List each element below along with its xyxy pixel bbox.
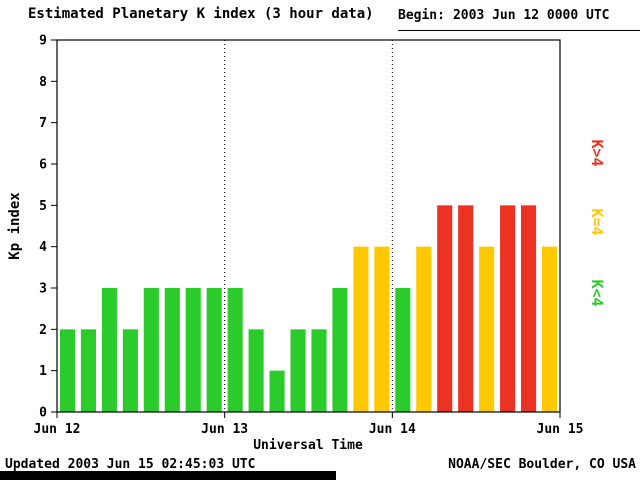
svg-text:Jun 15: Jun 15 [537,422,584,437]
legend-k-below-4: K<4 [588,279,606,307]
svg-text:Jun 14: Jun 14 [369,422,416,437]
svg-text:5: 5 [39,199,47,214]
svg-text:7: 7 [39,116,47,131]
bottom-black-bar [0,471,336,480]
svg-text:3: 3 [39,282,47,297]
svg-text:Jun 13: Jun 13 [201,422,248,437]
svg-text:9: 9 [39,34,47,49]
attribution-text: NOAA/SEC Boulder, CO USA [448,457,636,472]
svg-text:1: 1 [39,364,47,379]
x-axis-label: Universal Time [253,438,363,453]
svg-text:Jun 12: Jun 12 [34,422,81,437]
begin-timestamp: Begin: 2003 Jun 12 0000 UTC [398,8,640,31]
svg-text:4: 4 [39,240,47,255]
begin-value: 2003 Jun 12 0000 UTC [452,8,610,23]
svg-text:6: 6 [39,158,47,173]
y-axis-label: Kp index [7,192,23,260]
chart-title: Estimated Planetary K index (3 hour data… [28,6,374,22]
svg-text:0: 0 [39,406,47,421]
svg-text:8: 8 [39,75,47,90]
legend-k-equal-4: K=4 [588,208,606,236]
legend-k-above-4: K>4 [588,139,606,167]
begin-label: Begin: [398,8,445,23]
updated-timestamp: Updated 2003 Jun 15 02:45:03 UTC [5,457,256,472]
svg-text:2: 2 [39,323,47,338]
